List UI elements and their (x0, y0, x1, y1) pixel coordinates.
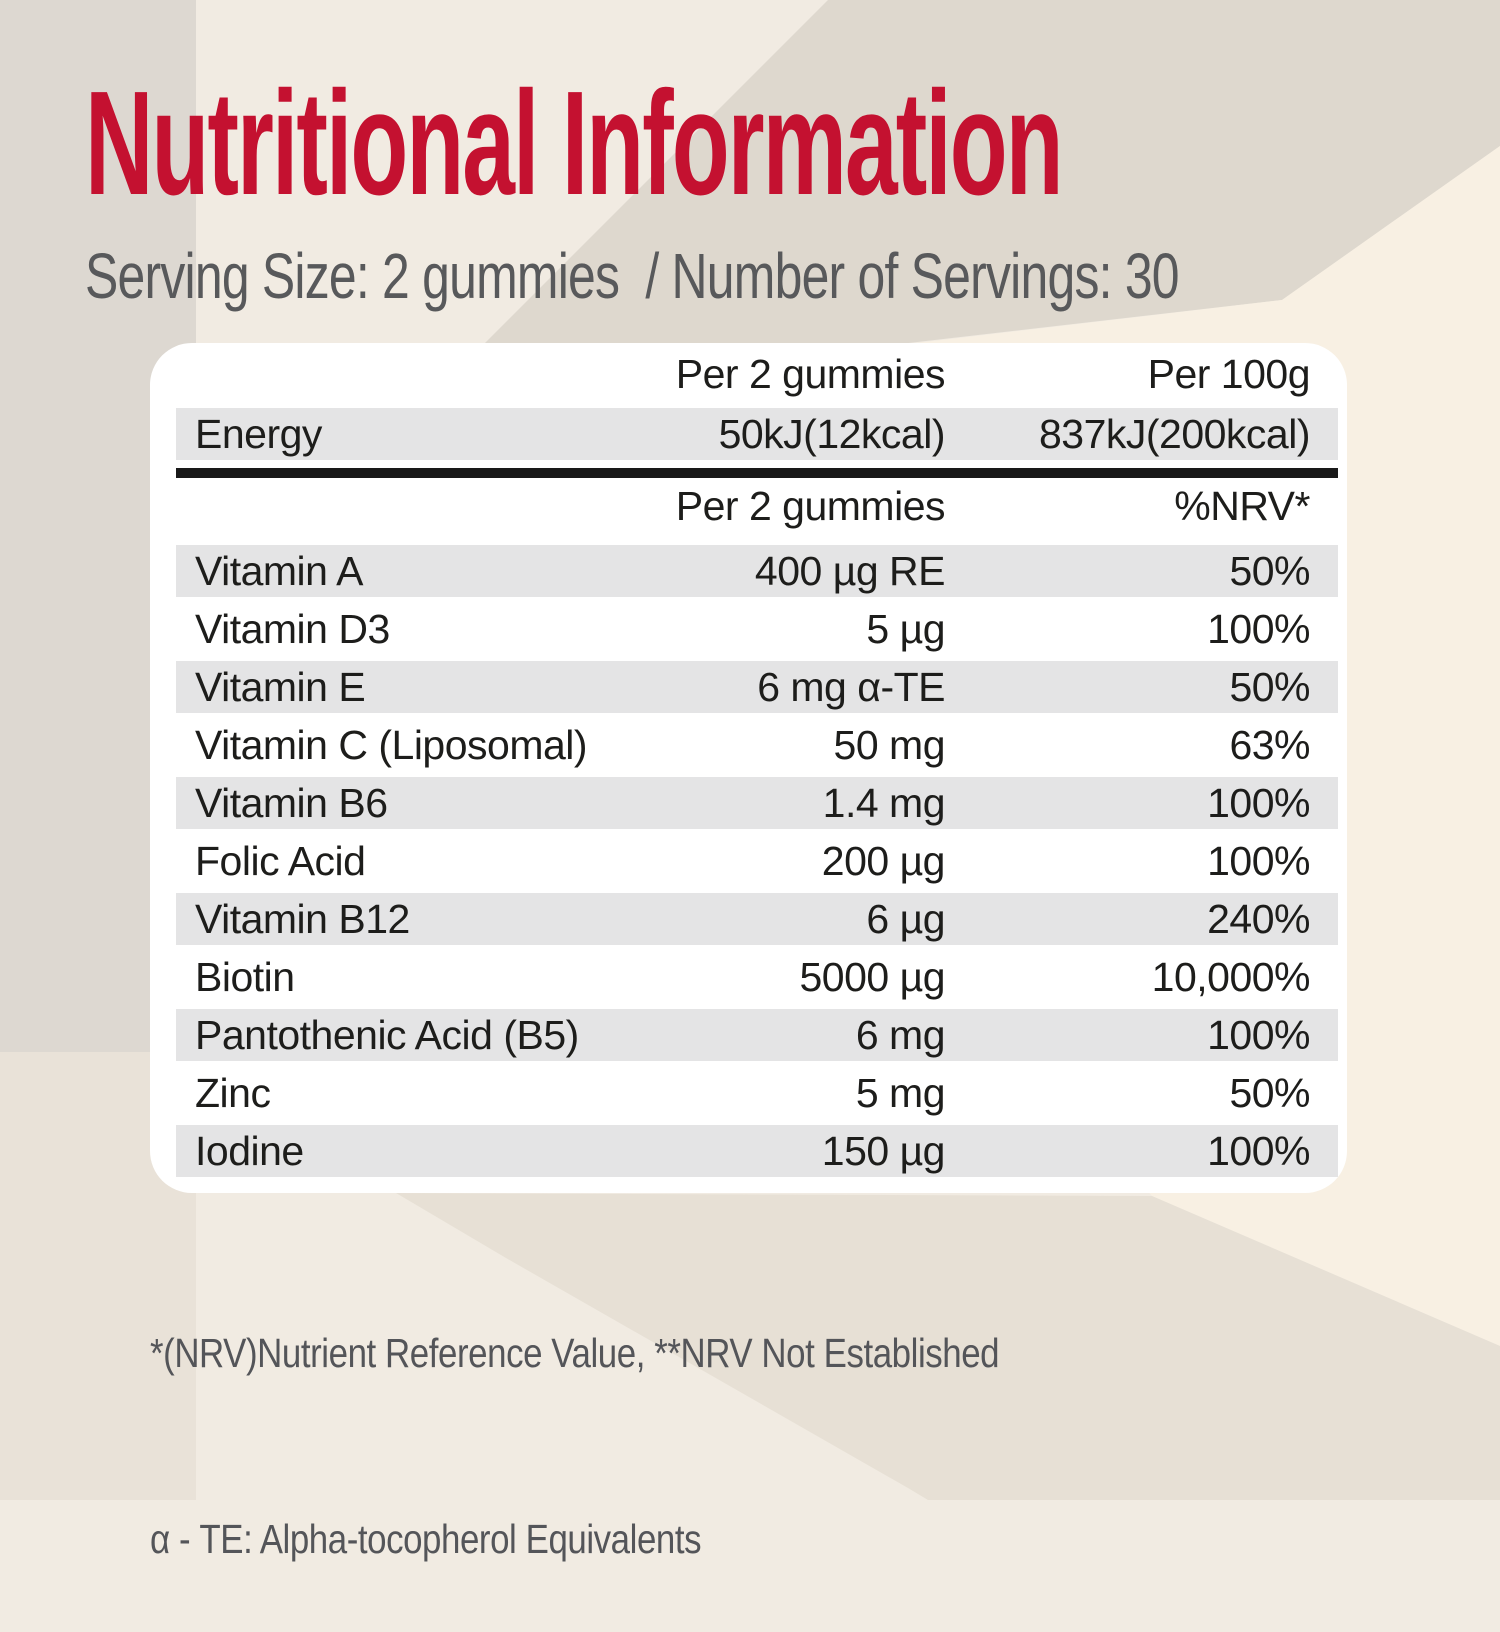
energy-row: Energy 50kJ(12kcal) 837kJ(200kcal) (176, 405, 1338, 463)
energy-header-per2: Per 2 gummies (675, 350, 946, 397)
background-topright-band (430, 0, 1500, 398)
nutrient-header-spacer (195, 483, 676, 530)
energy-label: Energy (195, 410, 322, 457)
nutrient-name: Folic Acid (195, 837, 366, 884)
nutrient-amount: 6 µg (866, 895, 945, 942)
nutrient-amount: 150 µg (821, 1127, 946, 1174)
nutrient-name: Vitamin E (195, 663, 366, 710)
nutrient-nrv: 100% (1207, 1011, 1310, 1058)
table-row: Folic Acid 200 µg 100% (176, 832, 1338, 890)
nutrient-nrv: 50% (1229, 547, 1310, 594)
nutrient-nrv: 10,000% (1151, 953, 1311, 1000)
energy-header-row: Per 2 gummies Per 100g (176, 343, 1338, 405)
energy-per100-value: 837kJ(200kcal) (1038, 410, 1311, 457)
page: { "title": "Nutritional Information", "s… (0, 0, 1500, 1562)
nutrient-name: Vitamin B6 (195, 779, 388, 826)
energy-header-per100: Per 100g (1147, 350, 1311, 397)
serving-info: Serving Size: 2 gummies / Number of Serv… (85, 240, 1180, 312)
energy-per2-value: 50kJ(12kcal) (718, 410, 946, 457)
nutrient-nrv: 100% (1207, 1127, 1310, 1174)
table-row: Biotin 5000 µg 10,000% (176, 948, 1338, 1006)
table-row: Vitamin C (Liposomal) 50 mg 63% (176, 716, 1338, 774)
nutrient-amount: 200 µg (821, 837, 946, 884)
nutrient-name: Vitamin C (Liposomal) (195, 721, 588, 768)
table-divider (176, 468, 1338, 478)
table-row: Vitamin B6 1.4 mg 100% (176, 774, 1338, 832)
nutrient-nrv: 240% (1207, 895, 1310, 942)
nutrient-name: Biotin (195, 953, 295, 1000)
nutrient-header-per2: Per 2 gummies (675, 483, 946, 529)
nutrient-amount: 5 µg (866, 605, 945, 652)
nutrient-amount: 6 mg (855, 1011, 946, 1058)
nutrient-amount: 6 mg α-TE (757, 663, 945, 710)
nutrient-name: Vitamin B12 (195, 895, 410, 942)
nutrient-name: Iodine (195, 1127, 304, 1174)
nutrient-amount: 1.4 mg (822, 779, 946, 826)
table-row: Vitamin D3 5 µg 100% (176, 600, 1338, 658)
table-row: Pantothenic Acid (B5) 6 mg 100% (176, 1006, 1338, 1064)
nutrient-nrv: 63% (1229, 721, 1310, 768)
table-row: Vitamin E 6 mg α-TE 50% (176, 658, 1338, 716)
footnotes: *(NRV)Nutrient Reference Value, **NRV No… (150, 1198, 1000, 1632)
nutrient-nrv: 50% (1229, 663, 1310, 710)
page-title: Nutritional Information (85, 61, 1064, 226)
nutrition-table: Per 2 gummies Per 100g Energy 50kJ(12kca… (176, 343, 1338, 1180)
table-row: Zinc 5 mg 50% (176, 1064, 1338, 1122)
nutrient-amount: 5000 µg (799, 953, 945, 1000)
nutrition-card: Per 2 gummies Per 100g Energy 50kJ(12kca… (150, 343, 1347, 1193)
nutrient-nrv: 100% (1207, 605, 1310, 652)
nutrient-amount: 50 mg (833, 721, 946, 768)
nutrient-rows: Vitamin A 400 µg RE 50% Vitamin D3 5 µg 100% V… (176, 542, 1338, 1180)
nutrient-header-row: Per 2 gummies %NRV* (176, 478, 1338, 535)
nutrient-nrv: 50% (1229, 1069, 1310, 1116)
table-row: Iodine 150 µg 100% (176, 1122, 1338, 1180)
nutrient-name: Vitamin D3 (195, 605, 390, 652)
nutrient-name: Vitamin A (195, 547, 363, 594)
footnote-alpha-te: α - TE: Alpha-tocopherol Equivalents (150, 1516, 702, 1562)
nutrient-amount: 5 mg (855, 1069, 946, 1116)
nutrient-name: Zinc (195, 1069, 271, 1116)
nutrient-amount: 400 µg RE (754, 547, 946, 594)
nutrient-nrv: 100% (1207, 779, 1310, 826)
energy-header-spacer (195, 351, 676, 398)
background-bottom-band (396, 1193, 1500, 1500)
footnote-nrv: *(NRV)Nutrient Reference Value, **NRV No… (150, 1330, 1000, 1376)
nutrient-name: Pantothenic Acid (B5) (195, 1011, 579, 1058)
table-row: Vitamin A 400 µg RE 50% (176, 542, 1338, 600)
table-row: Vitamin B12 6 µg 240% (176, 890, 1338, 948)
nutrient-nrv: 100% (1207, 837, 1310, 884)
nutrient-header-nrv: %NRV* (1174, 483, 1310, 529)
